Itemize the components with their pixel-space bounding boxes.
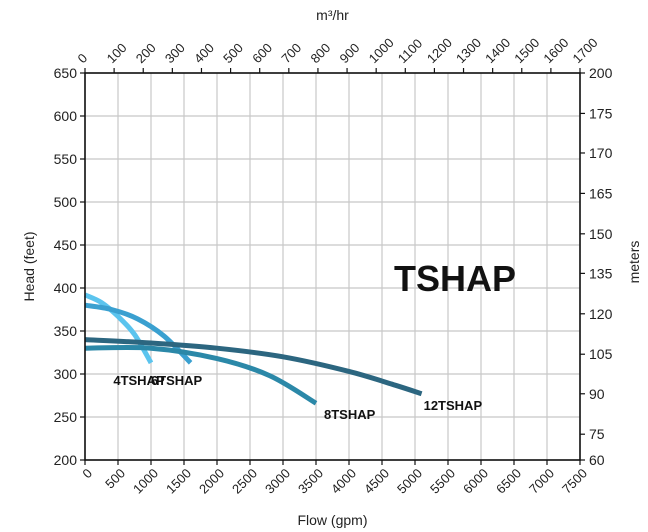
x-tick-label: 2000 [196,466,227,497]
curve-layer [83,292,423,406]
series-label-6tshap: 6TSHAP [151,373,203,388]
y-tick-label: 600 [54,108,78,124]
top-tick-label: 300 [162,40,188,66]
curve-6tshap [84,302,193,365]
x-tick-label: 7500 [559,466,590,497]
plot-frame [84,72,581,461]
right-tick-label: 105 [589,346,613,362]
right-tick-label: 60 [589,452,605,468]
top-tick-label: 1100 [395,36,425,66]
top-tick-label: 1400 [482,35,513,66]
top-tick-label: 400 [191,40,217,66]
top-tick-label: 1600 [540,35,571,66]
right-tick-label: 90 [589,386,605,402]
y-tick-label: 350 [54,323,78,339]
x-tick-label: 500 [102,466,128,492]
x-tick-label: 6000 [460,466,491,497]
tick-layer [80,68,585,465]
y-tick-label: 250 [54,409,78,425]
y-tick-label: 650 [54,65,78,81]
top-tick-label: 200 [133,40,159,66]
y-tick-label: 550 [54,151,78,167]
x-tick-label: 7000 [526,466,557,497]
series-label-8tshap: 8TSHAP [324,407,376,422]
right-axis-title: meters [626,241,642,284]
top-tick-label: 900 [337,40,363,66]
y-tick-label: 300 [54,366,78,382]
right-tick-label: 135 [589,265,613,281]
x-tick-label: 1000 [130,466,161,497]
curve-12tshap [84,337,423,397]
chart-title: TSHAP [394,258,516,299]
top-tick-label: 1300 [453,35,484,66]
x-axis-title: Flow (gpm) [297,512,367,528]
y-axis-title: Head (feet) [21,231,37,301]
x-tick-label: 5000 [394,466,425,497]
top-axis-title: m³/hr [316,7,349,23]
top-tick-label: 800 [307,40,333,66]
y-tick-label: 450 [54,237,78,253]
right-tick-label: 150 [589,226,613,242]
y-tick-label: 500 [54,194,78,210]
right-tick-label: 170 [589,145,613,161]
label-layer: 0 500 1000 1500 2000 2500 3000 3500 4000 4500 5000… [54,35,613,497]
x-tick-label: 5500 [427,466,458,497]
y-tick-label: 200 [54,452,78,468]
top-tick-label: 500 [220,40,246,66]
x-tick-label: 4500 [361,466,392,497]
right-tick-label: 120 [589,306,613,322]
right-tick-label: 175 [589,105,613,121]
top-tick-label: 600 [249,40,275,66]
top-tick-label: 0 [75,50,91,66]
x-tick-label: 6500 [493,466,524,497]
grid-layer [84,72,581,461]
x-tick-label: 4000 [328,466,359,497]
x-tick-label: 3500 [295,466,326,497]
top-tick-label: 1700 [570,35,601,66]
x-tick-label: 2500 [229,466,260,497]
y-tick-label: 400 [54,280,78,296]
top-tick-label: 1200 [424,35,455,66]
series-label-12tshap: 12TSHAP [424,398,483,413]
right-tick-label: 75 [589,426,605,442]
series-label-4tshap: 4TSHAP [113,373,165,388]
top-tick-label: 1500 [511,35,542,66]
top-tick-label: 100 [104,40,130,66]
top-tick-label: 1000 [366,35,397,66]
top-tick-label: 700 [278,40,304,66]
x-tick-label: 1500 [163,466,194,497]
x-tick-label: 0 [79,466,95,482]
right-tick-label: 165 [589,185,613,201]
curve-8tshap [84,344,318,406]
x-tick-label: 3000 [262,466,293,497]
right-tick-label: 200 [589,65,613,81]
